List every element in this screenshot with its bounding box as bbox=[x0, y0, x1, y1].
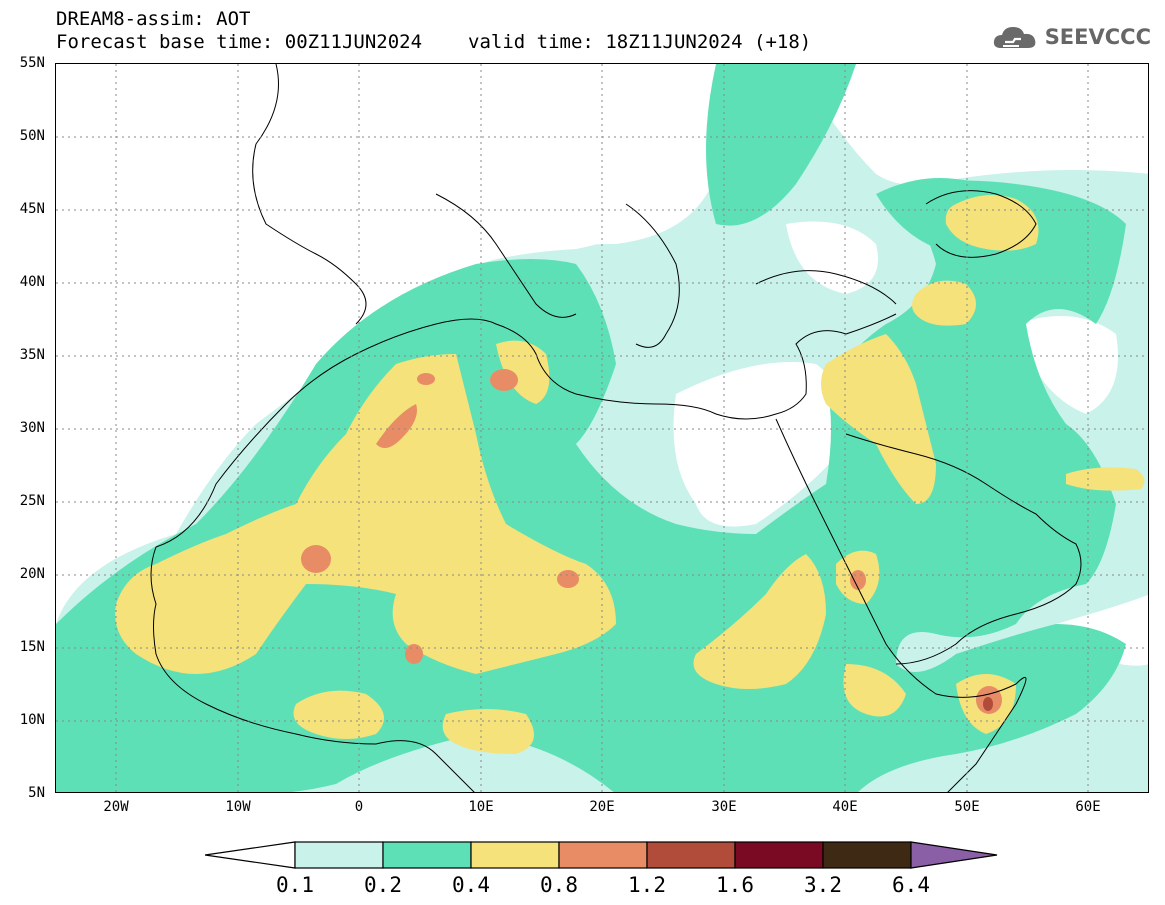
lat-label-5n: 5N bbox=[28, 785, 45, 801]
colorbar-label-0.1: 0.1 bbox=[276, 873, 314, 897]
forecast-base-time: Forecast base time: 00Z11JUN2024 bbox=[56, 31, 423, 53]
lat-label-45n: 45N bbox=[19, 201, 45, 217]
lat-label-40n: 40N bbox=[19, 274, 45, 290]
lon-label-0: 0 bbox=[354, 799, 364, 815]
aot-clear-areas bbox=[56, 64, 1148, 666]
map-canvas bbox=[56, 64, 1148, 792]
colorbar-label-1.2: 1.2 bbox=[628, 873, 666, 897]
lat-label-50n: 50N bbox=[19, 128, 45, 144]
colorbar-low-arrow bbox=[205, 841, 296, 869]
colorbar-bin-0.4 bbox=[470, 841, 560, 869]
lon-label-60e: 60E bbox=[1075, 799, 1101, 815]
lon-label-30e: 30E bbox=[711, 799, 737, 815]
lat-label-30n: 30N bbox=[19, 420, 45, 436]
colorbar-bin-0.1 bbox=[294, 841, 384, 869]
logo-text: SEEVCCC bbox=[1044, 25, 1151, 49]
colorbar-bin-0.8 bbox=[558, 841, 648, 869]
colorbar-bin-1.6 bbox=[734, 841, 824, 869]
aot-map bbox=[55, 63, 1149, 793]
lon-label-20e: 20E bbox=[589, 799, 615, 815]
colorbar-label-0.8: 0.8 bbox=[540, 873, 578, 897]
aot-field-1.2 bbox=[983, 697, 993, 711]
lon-label-10e: 10E bbox=[468, 799, 494, 815]
lon-label-20w: 20W bbox=[103, 799, 129, 815]
coastlines bbox=[150, 64, 1082, 792]
cloud-icon bbox=[993, 27, 1036, 48]
colorbar-label-6.4: 6.4 bbox=[892, 873, 930, 897]
valid-time: valid time: 18Z11JUN2024 (+18) bbox=[468, 31, 812, 53]
lon-label-50e: 50E bbox=[954, 799, 980, 815]
colorbar-high-arrow bbox=[910, 841, 998, 869]
colorbar-bin-0.2 bbox=[382, 841, 472, 869]
map-title: DREAM8-assim: AOT bbox=[56, 8, 251, 30]
lat-label-10n: 10N bbox=[19, 712, 45, 728]
lat-label-55n: 55N bbox=[19, 55, 45, 71]
lon-label-10w: 10W bbox=[225, 799, 251, 815]
colorbar-label-0.2: 0.2 bbox=[364, 873, 402, 897]
lon-label-40e: 40E bbox=[832, 799, 858, 815]
seevccc-logo: SEEVCCC bbox=[991, 22, 1151, 52]
colorbar-bin-3.2 bbox=[822, 841, 912, 869]
lat-label-20n: 20N bbox=[19, 566, 45, 582]
lat-label-25n: 25N bbox=[19, 493, 45, 509]
colorbar bbox=[205, 841, 998, 869]
forecast-times: Forecast base time: 00Z11JUN2024 valid ti… bbox=[56, 31, 811, 53]
colorbar-label-1.6: 1.6 bbox=[716, 873, 754, 897]
lat-label-15n: 15N bbox=[19, 639, 45, 655]
colorbar-label-0.4: 0.4 bbox=[452, 873, 490, 897]
colorbar-label-3.2: 3.2 bbox=[804, 873, 842, 897]
gridlines bbox=[56, 64, 1148, 792]
colorbar-bin-1.2 bbox=[646, 841, 736, 869]
lat-label-35n: 35N bbox=[19, 347, 45, 363]
aot-field-0.4 bbox=[115, 195, 1145, 754]
